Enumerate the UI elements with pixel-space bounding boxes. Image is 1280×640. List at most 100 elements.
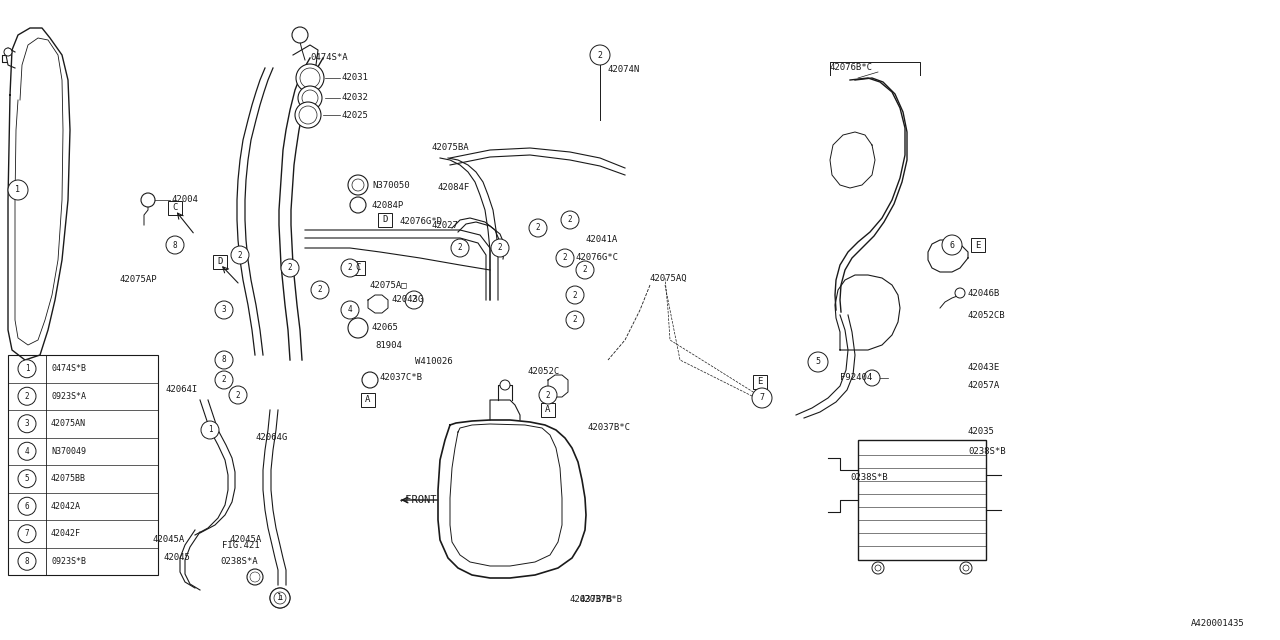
Circle shape — [201, 421, 219, 439]
Circle shape — [229, 386, 247, 404]
Text: D: D — [218, 257, 223, 266]
Text: N370049: N370049 — [51, 447, 86, 456]
Circle shape — [500, 380, 509, 390]
Bar — [351, 261, 365, 275]
Circle shape — [566, 286, 584, 304]
Circle shape — [18, 497, 36, 515]
Text: 1: 1 — [207, 426, 212, 435]
Bar — [361, 393, 375, 407]
Circle shape — [404, 291, 422, 309]
Circle shape — [753, 388, 772, 408]
Circle shape — [215, 371, 233, 389]
Bar — [858, 440, 986, 560]
Text: FIG.421: FIG.421 — [221, 541, 260, 550]
Circle shape — [18, 360, 36, 378]
Text: 2: 2 — [545, 390, 550, 399]
Text: 42074N: 42074N — [608, 65, 640, 74]
Circle shape — [18, 525, 36, 543]
Circle shape — [348, 318, 369, 338]
Text: 42064I: 42064I — [165, 385, 197, 394]
Text: 42037B*B: 42037B*B — [580, 595, 623, 605]
Circle shape — [539, 386, 557, 404]
Text: 4: 4 — [348, 305, 352, 314]
Circle shape — [247, 569, 262, 585]
Circle shape — [8, 180, 28, 200]
Text: 7: 7 — [759, 394, 764, 403]
Text: C: C — [173, 204, 178, 212]
Text: 42045: 42045 — [163, 554, 189, 563]
Text: 7: 7 — [24, 529, 29, 538]
Text: 42037B*C: 42037B*C — [588, 424, 631, 433]
Text: 42045A: 42045A — [230, 536, 262, 545]
Circle shape — [296, 64, 324, 92]
Text: 2: 2 — [598, 51, 603, 60]
Text: 5: 5 — [24, 474, 29, 483]
Bar — [753, 375, 767, 389]
Text: 42084F: 42084F — [438, 184, 470, 193]
Text: 6: 6 — [950, 241, 955, 250]
Text: 42037B*B: 42037B*B — [570, 595, 613, 605]
Circle shape — [18, 387, 36, 405]
Circle shape — [298, 86, 323, 110]
Circle shape — [230, 246, 250, 264]
Text: 2: 2 — [24, 392, 29, 401]
Circle shape — [566, 311, 584, 329]
Bar — [8, 355, 157, 575]
Text: 0238S*A: 0238S*A — [220, 557, 257, 566]
Circle shape — [492, 239, 509, 257]
Circle shape — [340, 301, 358, 319]
Text: 42075AN: 42075AN — [51, 419, 86, 428]
Circle shape — [270, 588, 291, 608]
Circle shape — [340, 259, 358, 277]
Bar — [168, 201, 182, 215]
Text: 42027: 42027 — [433, 221, 458, 230]
Text: 8: 8 — [221, 355, 227, 365]
Text: 1: 1 — [278, 593, 283, 602]
Text: 2: 2 — [288, 264, 292, 273]
Text: 3: 3 — [24, 419, 29, 428]
Circle shape — [215, 351, 233, 369]
Text: 42035: 42035 — [968, 428, 995, 436]
Text: 0474S*A: 0474S*A — [310, 54, 348, 63]
Bar — [378, 213, 392, 227]
Text: 2: 2 — [582, 266, 588, 275]
Circle shape — [294, 102, 321, 128]
Text: 42045A: 42045A — [152, 536, 186, 545]
Text: 1: 1 — [15, 186, 20, 195]
Text: 42052CB: 42052CB — [968, 310, 1006, 319]
Circle shape — [311, 281, 329, 299]
Circle shape — [18, 442, 36, 460]
Text: D: D — [383, 216, 388, 225]
Text: ←FRONT: ←FRONT — [399, 495, 438, 505]
Text: 8: 8 — [173, 241, 178, 250]
Circle shape — [282, 259, 300, 277]
Text: F92404: F92404 — [840, 374, 872, 383]
Text: 42042A: 42042A — [51, 502, 81, 511]
Text: 8: 8 — [24, 557, 29, 566]
Text: 42076B*C: 42076B*C — [829, 63, 873, 72]
Circle shape — [292, 27, 308, 43]
Circle shape — [362, 372, 378, 388]
Text: N370050: N370050 — [372, 180, 410, 189]
Bar — [212, 255, 227, 269]
Text: 2: 2 — [563, 253, 567, 262]
Text: 0238S*B: 0238S*B — [850, 474, 887, 483]
Text: 0923S*A: 0923S*A — [51, 392, 86, 401]
Text: 2: 2 — [317, 285, 323, 294]
Text: A: A — [545, 406, 550, 415]
Text: W410026: W410026 — [415, 358, 453, 367]
Text: 42052C: 42052C — [529, 367, 561, 376]
Text: 2: 2 — [221, 376, 227, 385]
Circle shape — [18, 552, 36, 570]
Text: 42075AP: 42075AP — [120, 275, 157, 285]
Text: 1: 1 — [278, 595, 282, 601]
Text: 6: 6 — [24, 502, 29, 511]
Circle shape — [556, 249, 573, 267]
Circle shape — [4, 48, 12, 56]
Text: 42042F: 42042F — [51, 529, 81, 538]
Circle shape — [872, 562, 884, 574]
Text: 42075AQ: 42075AQ — [650, 273, 687, 282]
Text: 2: 2 — [238, 250, 242, 259]
Text: 2: 2 — [412, 296, 416, 305]
Text: A: A — [365, 396, 371, 404]
